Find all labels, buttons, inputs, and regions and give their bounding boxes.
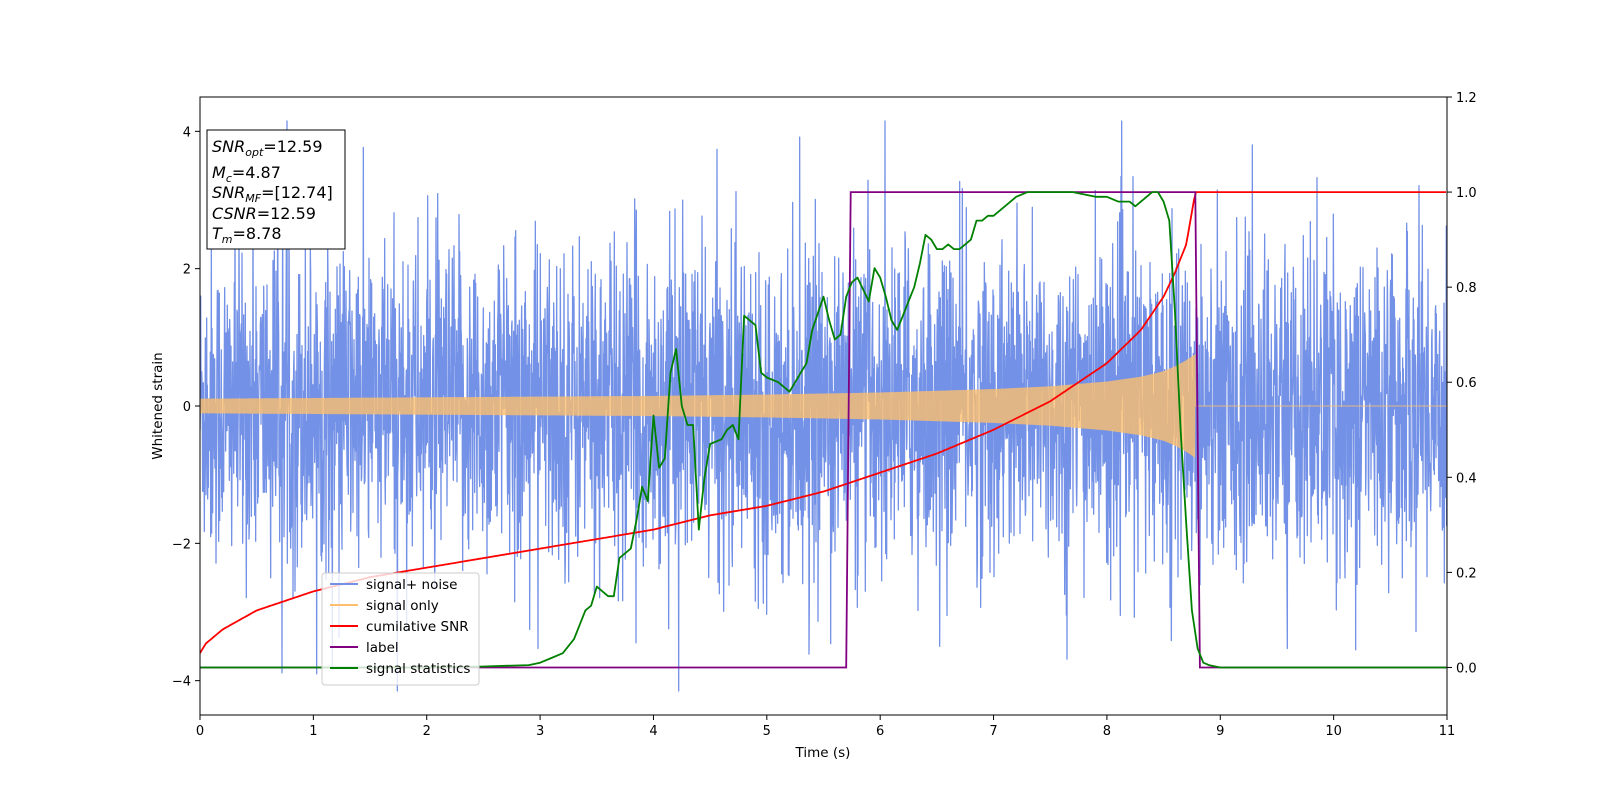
info-box: SNRopt=12.59 Mc=4.87 SNRMF=[12.74] CSNR=…	[206, 129, 346, 250]
y-right-tick-label: 1.2	[1456, 91, 1477, 106]
y-axis-left: 4 2 0 −2 −4	[172, 125, 200, 690]
y-left-tick-label: −4	[172, 675, 191, 690]
x-tick-label: 11	[1439, 724, 1456, 739]
legend-entry: signal statistics	[366, 661, 470, 677]
info-csnr: CSNR=12.59	[212, 204, 316, 223]
info-mc: Mc=4.87	[212, 163, 281, 185]
x-tick-label: 5	[763, 724, 771, 739]
y-left-tick-label: 2	[183, 263, 191, 278]
series-signal-statistics-line	[200, 191, 1447, 669]
x-axis-label: Time (s)	[795, 745, 851, 761]
x-tick-label: 3	[536, 724, 544, 739]
legend-entry: signal only	[366, 598, 439, 614]
legend-entry: signal+ noise	[366, 577, 457, 593]
y-left-tick-label: −2	[172, 537, 191, 552]
y-right-tick-label: 0.4	[1456, 471, 1477, 486]
info-snr-mf: SNRMF=[12.74]	[212, 183, 333, 205]
x-tick-label: 10	[1325, 724, 1342, 739]
x-axis: 0 1 2 3 4 5 6 7 8 9 10 11	[196, 715, 1455, 739]
legend-entry: cumilative SNR	[366, 619, 469, 635]
y-right-tick-label: 0.6	[1456, 376, 1477, 391]
x-tick-label: 0	[196, 724, 204, 739]
x-tick-label: 4	[649, 724, 657, 739]
legend-entry: label	[366, 640, 399, 656]
plot-area	[200, 120, 1447, 692]
x-tick-label: 2	[423, 724, 431, 739]
y-right-tick-label: 1.0	[1456, 186, 1477, 201]
x-tick-label: 6	[876, 724, 884, 739]
y-left-tick-label: 0	[183, 400, 191, 415]
y-axis-label: Whitened strain	[150, 352, 166, 459]
legend-frame	[321, 572, 480, 686]
info-box-frame	[206, 129, 346, 250]
series-signal-only-line	[200, 354, 1447, 458]
info-snr-opt: SNRopt=12.59	[212, 137, 323, 159]
y-right-tick-label: 0.0	[1456, 661, 1477, 676]
y-right-tick-label: 0.8	[1456, 281, 1477, 296]
y-right-tick-label: 0.2	[1456, 566, 1477, 581]
info-tm: Tm=8.78	[212, 224, 282, 246]
x-tick-label: 1	[309, 724, 317, 739]
x-tick-label: 9	[1216, 724, 1224, 739]
x-tick-label: 7	[989, 724, 997, 739]
legend: signal+ noise signal only cumilative SNR la…	[321, 572, 480, 686]
y-left-tick-label: 4	[183, 125, 191, 140]
y-axis-right: 1.2 1.0 0.8 0.6 0.4 0.2 0.0	[1447, 91, 1477, 676]
series-cumilative-snr-line	[200, 191, 1446, 654]
x-tick-label: 8	[1103, 724, 1111, 739]
